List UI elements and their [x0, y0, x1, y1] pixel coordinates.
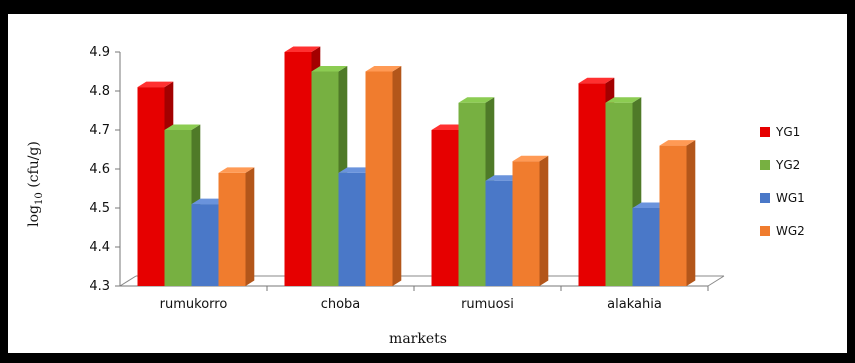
bar-front	[218, 172, 246, 286]
legend-swatch	[760, 160, 770, 170]
x-category-label: choba	[321, 297, 361, 312]
legend-label: WG1	[776, 191, 805, 205]
legend-label: YG1	[775, 125, 800, 139]
floor-right-edge	[707, 275, 725, 287]
bar-top	[578, 77, 615, 84]
bars	[137, 46, 696, 286]
bar-front	[191, 204, 219, 286]
bar-front	[284, 52, 312, 286]
log-subscript: 10	[34, 192, 45, 205]
bar-side	[539, 155, 549, 286]
bar-top	[512, 155, 549, 162]
y-tick-label: 4.8	[89, 84, 110, 99]
legend-item-WG1: WG1	[760, 191, 805, 205]
bar-side	[245, 167, 255, 286]
bar-top	[191, 198, 228, 205]
legend-item-YG1: YG1	[760, 125, 800, 139]
floor-left-edge	[119, 275, 137, 287]
x-category-label: rumukorro	[160, 297, 228, 312]
y-axis-title: log10 (cfu/g)	[26, 141, 45, 227]
bar-front	[605, 102, 633, 286]
bar-WG2-choba	[365, 66, 402, 286]
bar-top	[458, 97, 495, 103]
bar-top	[365, 66, 402, 72]
x-axis-title: markets	[389, 331, 447, 347]
chart-frame: 4.3 4.4 4.5 4.6 4.7 4.8 4.9 rumukorro choba rumu…	[6, 12, 849, 355]
bar-front	[365, 71, 393, 286]
bar-top	[632, 202, 669, 208]
bar-front	[659, 145, 687, 286]
y-tick-label: 4.6	[89, 162, 110, 177]
bar-WG2-rumuosi	[512, 155, 549, 286]
bar-top	[605, 97, 642, 103]
bar-side	[392, 66, 402, 286]
legend-label: WG2	[776, 224, 805, 238]
bar-chart: 4.34.44.54.64.74.84.9 rumukorro choba rumu…	[26, 45, 805, 347]
bar-top	[338, 167, 375, 173]
y-tick-label: 4.5	[89, 201, 110, 216]
bar-top	[431, 124, 468, 130]
x-category-label: rumuosi	[461, 297, 514, 312]
bar-YG2-rumukorro	[164, 124, 201, 286]
bar-front	[431, 130, 459, 286]
bar-WG2-alakahia	[659, 140, 696, 286]
bar-top	[164, 124, 201, 130]
bar-front	[338, 172, 366, 286]
legend-swatch	[760, 226, 770, 236]
y-tick-label: 4.4	[89, 240, 110, 255]
bar-top	[218, 167, 255, 173]
bar-front	[164, 130, 192, 286]
bar-front	[512, 161, 540, 286]
y-tick-label: 4.3	[89, 279, 110, 294]
legend: YG1 YG2 WG1 WG2	[760, 125, 805, 238]
bar-top	[137, 81, 174, 88]
bar-front	[485, 180, 513, 286]
y-tick-labels: 4.3 4.4 4.5 4.6 4.7 4.8 4.9	[89, 45, 110, 294]
legend-item-WG2: WG2	[760, 224, 805, 238]
y-tick-label: 4.7	[89, 123, 110, 138]
bar-front	[458, 102, 486, 286]
legend-swatch	[760, 127, 770, 137]
bar-top	[659, 140, 696, 146]
bar-top	[485, 175, 522, 181]
bar-top	[311, 66, 348, 72]
bar-front	[632, 208, 660, 286]
legend-label: YG2	[775, 158, 800, 172]
y-tick-label: 4.9	[89, 45, 110, 60]
x-category-labels: rumukorro choba rumuosi alakahia	[160, 297, 662, 312]
bar-top	[284, 46, 321, 52]
bar-front	[311, 71, 339, 286]
legend-item-YG2: YG2	[760, 158, 800, 172]
legend-swatch	[760, 193, 770, 203]
bar-front	[137, 87, 165, 286]
bar-front	[578, 83, 606, 286]
bar-side	[686, 140, 696, 286]
x-category-label: alakahia	[607, 297, 662, 312]
bar-WG2-rumukorro	[218, 167, 255, 286]
